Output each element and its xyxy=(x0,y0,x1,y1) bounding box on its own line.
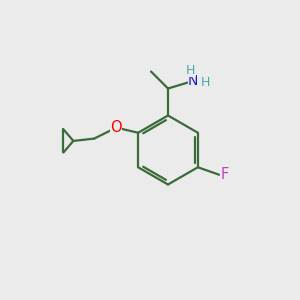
Text: H: H xyxy=(200,76,210,89)
Text: F: F xyxy=(220,167,229,182)
Text: O: O xyxy=(110,120,122,135)
Text: H: H xyxy=(186,64,196,77)
Text: N: N xyxy=(188,74,198,88)
